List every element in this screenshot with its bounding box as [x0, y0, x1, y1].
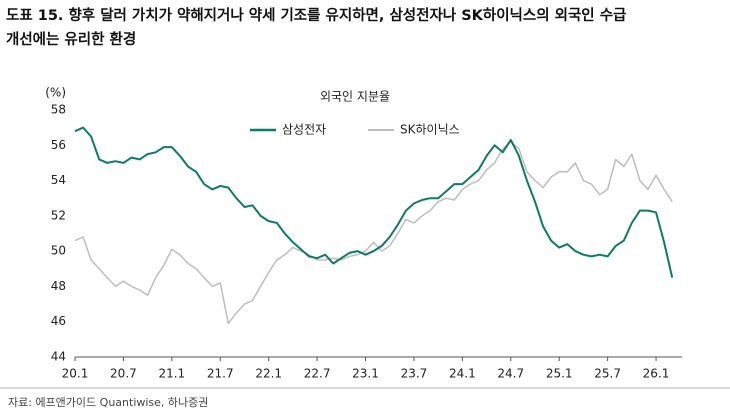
y-tick-label: 54	[51, 173, 66, 187]
y-tick-label: 46	[51, 314, 66, 328]
x-tick-label: 20.1	[62, 367, 89, 381]
series-line	[74, 126, 674, 278]
series-line	[74, 141, 673, 325]
y-tick-label: 52	[51, 208, 66, 222]
chart-title: 외국인 지분율	[320, 90, 390, 104]
header-line: 도표 15. 향후 달러 가치가 약해지거나 약세 기조를 유지하면, 삼성전자…	[6, 6, 626, 24]
x-tick-label: 21.1	[158, 367, 185, 381]
x-tick-label: 20.7	[110, 367, 137, 381]
x-tick-label: 23.1	[352, 367, 379, 381]
legend-label: SK하이닉스	[400, 123, 460, 137]
y-tick-label: 58	[51, 103, 66, 117]
x-tick-label: 22.7	[304, 367, 331, 381]
header-line: 개선에는 유리한 환경	[6, 30, 136, 48]
y-unit: (%)	[45, 86, 66, 100]
source: 자료: 에프앤가이드 Quantiwise, 하나증권	[8, 395, 208, 409]
x-tick-label: 24.7	[497, 367, 524, 381]
x-tick-label: 25.1	[546, 367, 573, 381]
legend-label: 삼성전자	[282, 123, 326, 137]
x-tick-label: 24.1	[449, 367, 476, 381]
y-tick-label: 44	[51, 350, 66, 364]
x-tick-label: 22.1	[255, 367, 282, 381]
y-tick-label: 48	[51, 279, 66, 293]
y-tick-label: 50	[51, 244, 66, 258]
y-tick-label: 56	[51, 138, 66, 152]
x-tick-label: 26.1	[643, 367, 670, 381]
x-tick-label: 23.7	[401, 367, 428, 381]
x-tick-label: 21.7	[207, 367, 234, 381]
x-tick-label: 25.7	[594, 367, 621, 381]
